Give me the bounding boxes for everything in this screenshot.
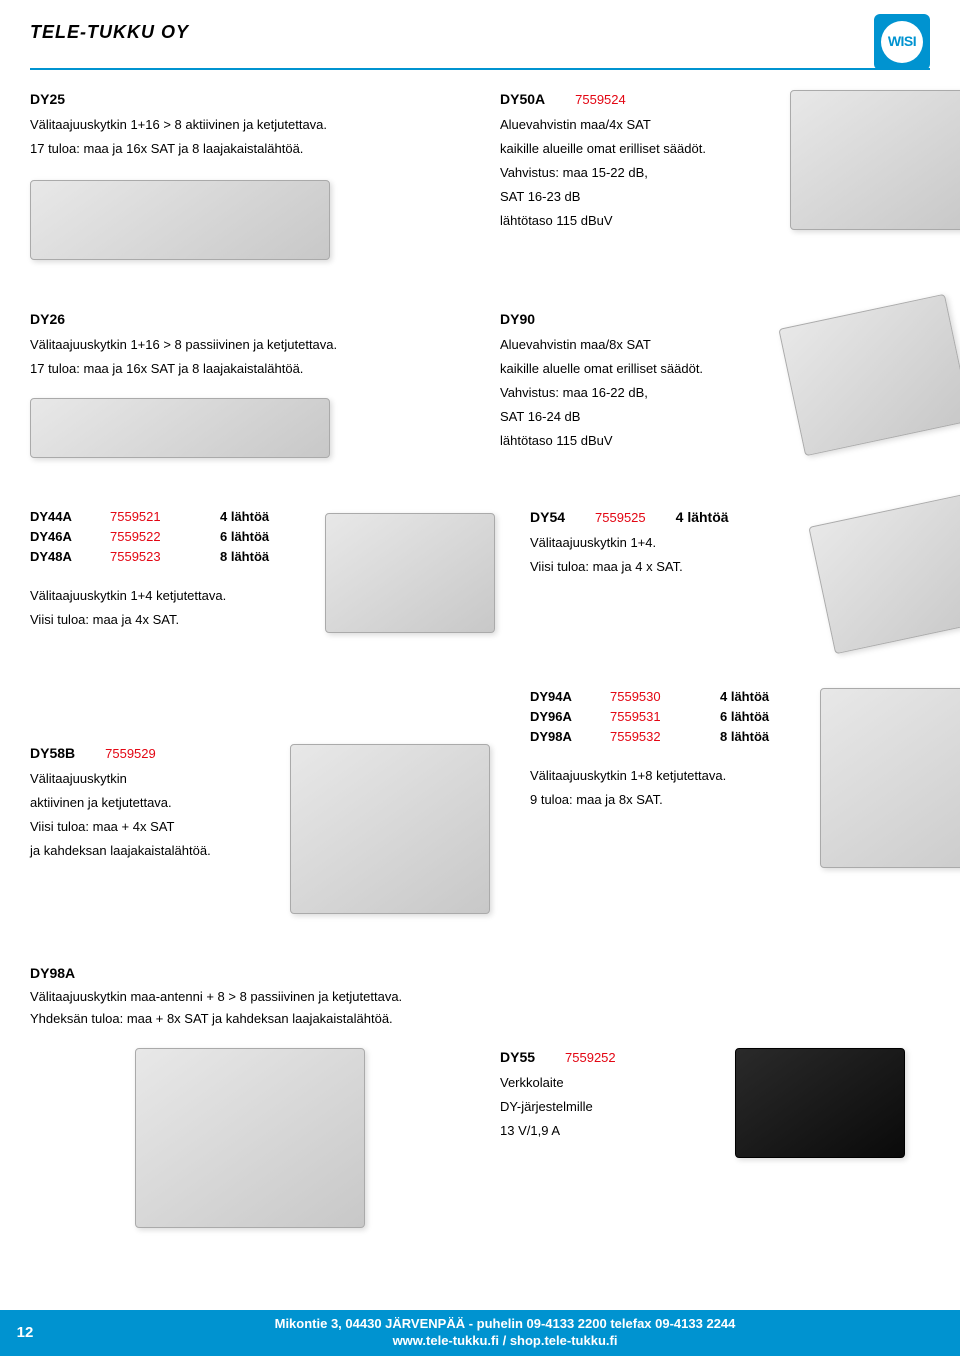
dy98a-b-d2: Yhdeksän tuloa: maa + 8x SAT ja kahdeksa… <box>30 1010 930 1028</box>
dy90-d3: Vahvistus: maa 16-22 dB, <box>500 384 760 402</box>
row-2: DY26 Välitaajuuskytkin 1+16 > 8 passiivi… <box>30 310 930 458</box>
dy94a-c: 7559530 <box>610 688 700 706</box>
dy50a-d3: Vahvistus: maa 15-22 dB, <box>500 164 760 182</box>
dy50a-model: DY50A <box>500 90 545 110</box>
dy50a-d5: lähtötaso 115 dBuV <box>500 212 760 230</box>
dy96a-m: DY96A <box>530 708 590 726</box>
catalog-content: DY25 Välitaajuuskytkin 1+16 > 8 aktiivin… <box>30 90 930 1228</box>
wisi-logo-text: WISI <box>881 21 923 63</box>
dy55-image <box>735 1048 905 1158</box>
dy25-desc1: Välitaajuuskytkin 1+16 > 8 aktiivinen ja… <box>30 116 470 134</box>
dy44a-n: 4 lähtöä <box>220 508 290 526</box>
footer-line2: www.tele-tukku.fi / shop.tele-tukku.fi <box>50 1333 960 1350</box>
dy48a-n: 8 lähtöä <box>220 548 290 566</box>
dy50a-d1: Aluevahvistin maa/4x SAT <box>500 116 760 134</box>
dy50a-sku: 7559524 <box>575 91 626 109</box>
dy58b-d3: Viisi tuloa: maa + 4x SAT <box>30 818 250 836</box>
dy98a-m: DY98A <box>530 728 590 746</box>
dy96a-n: 6 lähtöä <box>720 708 790 726</box>
dy55-d3: 13 V/1,9 A <box>500 1122 680 1140</box>
dy54-d2: Viisi tuloa: maa ja 4 x SAT. <box>530 558 790 576</box>
dy25-desc2: 17 tuloa: maa ja 16x SAT ja 8 laajakaist… <box>30 140 470 158</box>
dy55-d2: DY-järjestelmille <box>500 1098 680 1116</box>
dy54-model: DY54 <box>530 508 565 528</box>
dy58b-model: DY58B <box>30 744 75 764</box>
dy90-d4: SAT 16-24 dB <box>500 408 760 426</box>
row-5: DY98A Välitaajuuskytkin maa-antenni + 8 … <box>30 964 930 1028</box>
dy94-group-table: DY94A 7559530 4 lähtöä DY96A 7559531 6 l… <box>530 688 790 747</box>
dy94a-n: 4 lähtöä <box>720 688 790 706</box>
dy58b-image <box>290 744 490 914</box>
row-1: DY25 Välitaajuuskytkin 1+16 > 8 aktiivin… <box>30 90 930 260</box>
dy90-d1: Aluevahvistin maa/8x SAT <box>500 336 760 354</box>
dy54-sku: 7559525 <box>595 509 646 527</box>
dy44-d1: Välitaajuuskytkin 1+4 ketjutettava. <box>30 587 290 605</box>
row-4: DY58B 7559529 Välitaajuuskytkin aktiivin… <box>30 688 930 914</box>
dy44a-m: DY44A <box>30 508 90 526</box>
dy44-d2: Viisi tuloa: maa ja 4x SAT. <box>30 611 290 629</box>
dy46a-m: DY46A <box>30 528 90 546</box>
dy58b-sku: 7559529 <box>105 745 156 763</box>
wisi-logo: WISI <box>874 14 930 70</box>
page-footer: 12 Mikontie 3, 04430 JÄRVENPÄÄ - puhelin… <box>0 1310 960 1356</box>
dy94a-m: DY94A <box>530 688 590 706</box>
dy26-d2: 17 tuloa: maa ja 16x SAT ja 8 laajakaist… <box>30 360 470 378</box>
dy58b-d4: ja kahdeksan laajakaistalähtöä. <box>30 842 250 860</box>
dy26-model: DY26 <box>30 310 470 330</box>
dy50a-d2: kaikille alueille omat erilliset säädöt. <box>500 140 760 158</box>
dy98a-n: 8 lähtöä <box>720 728 790 746</box>
dy54-d1: Välitaajuuskytkin 1+4. <box>530 534 790 552</box>
company-name: TELE-TUKKU OY <box>30 20 189 45</box>
dy58b-d2: aktiivinen ja ketjutettava. <box>30 794 250 812</box>
dy98a-c: 7559532 <box>610 728 700 746</box>
dy48a-m: DY48A <box>30 548 90 566</box>
dy58b-d1: Välitaajuuskytkin <box>30 770 250 788</box>
dy25-image <box>30 180 330 260</box>
dy55-sku: 7559252 <box>565 1049 616 1067</box>
row-3: DY44A 7559521 4 lähtöä DY46A 7559522 6 l… <box>30 508 930 638</box>
dy44a-c: 7559521 <box>110 508 200 526</box>
dy55-model: DY55 <box>500 1048 535 1068</box>
row-6: DY55 7559252 Verkkolaite DY-järjestelmil… <box>30 1048 930 1228</box>
dy96a-c: 7559531 <box>610 708 700 726</box>
dy94-d2: 9 tuloa: maa ja 8x SAT. <box>530 791 790 809</box>
dy94-image <box>820 688 960 868</box>
dy50a-image <box>790 90 960 230</box>
dy44-image <box>325 513 495 633</box>
dy54-note: 4 lähtöä <box>676 508 729 528</box>
footer-line1: Mikontie 3, 04430 JÄRVENPÄÄ - puhelin 09… <box>50 1316 960 1333</box>
dy25-model: DY25 <box>30 90 470 110</box>
dy90-model: DY90 <box>500 310 760 330</box>
page-number: 12 <box>0 1314 50 1351</box>
dy26-d1: Välitaajuuskytkin 1+16 > 8 passiivinen j… <box>30 336 470 354</box>
dy90-image <box>778 294 960 457</box>
dy90-d2: kaikille aluelle omat erilliset säädöt. <box>500 360 760 378</box>
dy26-image <box>30 398 330 458</box>
page-header: TELE-TUKKU OY WISI <box>30 20 930 70</box>
footer-text: Mikontie 3, 04430 JÄRVENPÄÄ - puhelin 09… <box>50 1310 960 1356</box>
dy90-d5: lähtötaso 115 dBuV <box>500 432 760 450</box>
dy44-group-table: DY44A 7559521 4 lähtöä DY46A 7559522 6 l… <box>30 508 290 567</box>
dy54-image <box>808 492 960 655</box>
dy46a-n: 6 lähtöä <box>220 528 290 546</box>
dy55-d1: Verkkolaite <box>500 1074 680 1092</box>
dy98a-b-d1: Välitaajuuskytkin maa-antenni + 8 > 8 pa… <box>30 988 930 1006</box>
dy46a-c: 7559522 <box>110 528 200 546</box>
dy50a-d4: SAT 16-23 dB <box>500 188 760 206</box>
dy48a-c: 7559523 <box>110 548 200 566</box>
dy98a-b-model: DY98A <box>30 964 930 984</box>
dy94-d1: Välitaajuuskytkin 1+8 ketjutettava. <box>530 767 790 785</box>
dy98a-b-image <box>135 1048 365 1228</box>
